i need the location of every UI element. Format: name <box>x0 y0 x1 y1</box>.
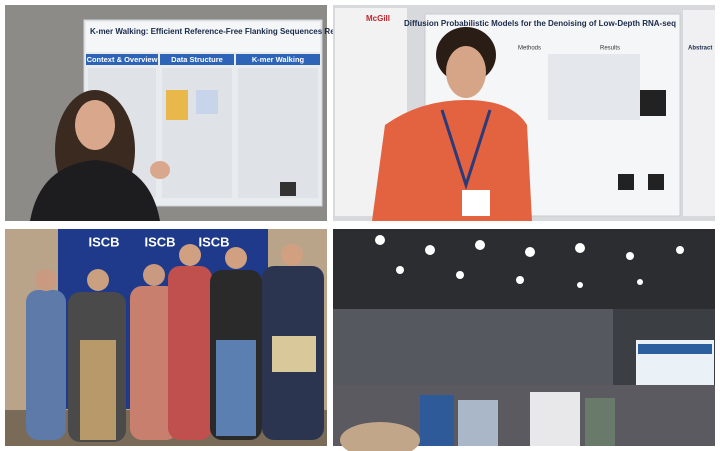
ceiling <box>333 229 715 309</box>
light <box>425 245 435 255</box>
poster-column <box>162 68 232 198</box>
section-header <box>86 54 158 65</box>
trousers <box>80 340 116 440</box>
section-title: Results <box>600 46 620 52</box>
photo-poster-diffusion: McGill Diffusion Probabilistic Models fo… <box>333 5 715 221</box>
light <box>456 271 464 279</box>
light <box>577 282 583 288</box>
person <box>530 392 580 446</box>
head <box>179 244 201 266</box>
person-face <box>75 100 115 150</box>
light <box>637 279 643 285</box>
poster-header <box>638 344 712 354</box>
poster-figure <box>166 90 188 120</box>
light <box>475 240 485 250</box>
poster-header <box>86 22 320 52</box>
poster-figure <box>548 54 640 120</box>
person <box>585 398 615 446</box>
qr-code <box>280 182 296 196</box>
badge <box>462 190 490 216</box>
person-shirt <box>30 160 160 221</box>
light <box>375 235 385 245</box>
section-title: Methods <box>518 46 541 52</box>
person-face <box>446 46 486 98</box>
poster-right <box>683 10 715 216</box>
qr-code <box>640 90 666 116</box>
person <box>420 395 454 446</box>
section-title: Data Structure <box>171 55 223 64</box>
banner-text: ISCB <box>144 234 175 249</box>
light <box>676 246 684 254</box>
head <box>281 244 303 266</box>
person <box>130 286 178 440</box>
section-title: K-mer Walking <box>252 55 305 64</box>
lanyard <box>440 109 492 190</box>
qr-code <box>648 174 664 190</box>
light <box>575 243 585 253</box>
poster-figure <box>196 90 218 114</box>
light <box>516 276 524 284</box>
wall-panels <box>333 309 613 389</box>
banner-text: ISCB <box>198 234 229 249</box>
poster-column <box>238 68 318 198</box>
light <box>525 247 535 257</box>
logo: McGill <box>366 14 390 23</box>
person-shirt <box>372 100 532 221</box>
person <box>168 266 212 440</box>
section-title: Abstract <box>688 46 712 52</box>
photo-group: ISCB ISCB ISCB <box>5 229 327 446</box>
photo-hall <box>333 229 715 451</box>
head <box>35 269 57 291</box>
light <box>396 266 404 274</box>
trousers <box>216 340 256 436</box>
photo-poster-kmer: K-mer Walking: Efficient Reference-Free … <box>5 5 383 221</box>
head <box>143 264 165 286</box>
head <box>225 247 247 269</box>
head <box>340 422 420 451</box>
section-header <box>160 54 234 65</box>
section-header <box>236 54 320 65</box>
head <box>87 269 109 291</box>
qr-code <box>618 174 634 190</box>
person <box>458 400 498 446</box>
poster-title: Diffusion Probabilistic Models for the D… <box>404 19 676 28</box>
poster-title: K-mer Walking: Efficient Reference-Free … <box>90 27 383 36</box>
people <box>26 244 324 442</box>
ceiling-lights <box>375 235 684 288</box>
section-title: Context & Overview <box>87 55 158 64</box>
light <box>626 252 634 260</box>
banner-text: ISCB <box>88 234 119 249</box>
shorts <box>272 336 316 372</box>
hand <box>150 161 170 179</box>
person <box>26 290 66 440</box>
